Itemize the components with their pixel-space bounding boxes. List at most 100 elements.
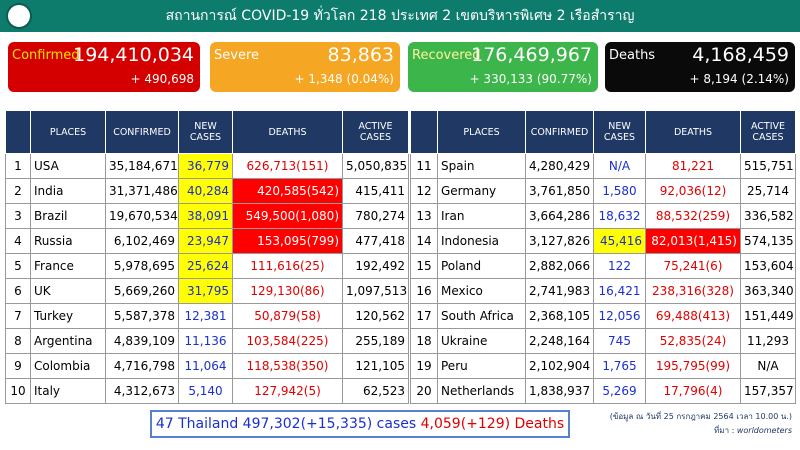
cell: 18 [410,328,438,354]
cell: 69,488(413) [645,303,741,329]
row: 6 UK 5,669,260 31,795 129,130(86) 1,097,513 [5,278,409,304]
cell: 2,102,904 [525,353,594,379]
row: 4 Russia 6,102,469 23,947 153,095(799) 477,41… [5,228,409,254]
cell: 6 [5,278,31,304]
cell: Mexico [437,278,526,304]
card-value: 194,410,034 [73,44,194,66]
row: 18 Ukraine 2,248,164 745 52,835(24) 11,293 [410,328,796,354]
cell: 75,241(6) [645,253,741,279]
title: สถานการณ์ COVID-19 ทั่วโลก 218 ประเทศ 2 … [165,8,635,24]
cell: Turkey [30,303,106,329]
header-row: PLACES CONFIRMED NEW CASES DEATHS ACTIVE CAS… [5,110,409,154]
cell: 1 [5,153,31,179]
cell: 153,095(799) [232,228,343,254]
cell: 3,127,826 [525,228,594,254]
cell: Netherlands [437,378,526,404]
card-delta: + 8,194 (2.14%) [689,72,789,86]
cell: 15 [410,253,438,279]
header-cell [5,110,31,154]
cell: 255,189 [342,328,409,354]
cell: 82,013(1,415) [645,228,741,254]
cell: 122 [593,253,646,279]
source-line: ที่มา : worldometers [610,424,792,438]
cell: 19 [410,353,438,379]
cell: 13 [410,203,438,229]
cell: 4,312,673 [105,378,179,404]
cell: 5,669,260 [105,278,179,304]
cell: 9 [5,353,31,379]
row: 12 Germany 3,761,850 1,580 92,036(12) 25,714 [410,178,796,204]
cell: 25,624 [178,253,233,279]
cell: 62,523 [342,378,409,404]
header-cell: ACTIVE CASES [740,110,796,154]
cell: 5,140 [178,378,233,404]
cell: 2,368,105 [525,303,594,329]
card-value: 4,168,459 [692,44,789,66]
header-cell: DEATHS [645,110,741,154]
cell: 515,751 [740,153,796,179]
table: PLACES CONFIRMED NEW CASES DEATHS ACTIVE CAS… [5,110,409,404]
cell: 129,130(86) [232,278,343,304]
cell: Indonesia [437,228,526,254]
row: 14 Indonesia 3,127,826 45,416 82,013(1,415) 5… [410,228,796,254]
cell: 420,585(542) [232,178,343,204]
cell: 127,942(5) [232,378,343,404]
cell: 3,761,850 [525,178,594,204]
cell: 2,741,983 [525,278,594,304]
card-label: Deaths [609,48,656,63]
cell: 2,882,066 [525,253,594,279]
cell: 50,879(58) [232,303,343,329]
stat-card: Severe 83,863 + 1,348 (0.04%) [210,42,400,92]
row: 7 Turkey 5,587,378 12,381 50,879(58) 120,562 [5,303,409,329]
cell: 10 [5,378,31,404]
cell: 363,340 [740,278,796,304]
cell: 111,616(25) [232,253,343,279]
cell: 6,102,469 [105,228,179,254]
cell: 12 [410,178,438,204]
cell: 12,381 [178,303,233,329]
cell: Spain [437,153,526,179]
cell: 52,835(24) [645,328,741,354]
cell: 477,418 [342,228,409,254]
cell: 103,584(225) [232,328,343,354]
cell: 4,839,109 [105,328,179,354]
header: สถานการณ์ COVID-19 ทั่วโลก 218 ประเทศ 2 … [0,0,800,32]
cell: 88,532(259) [645,203,741,229]
cell: 120,562 [342,303,409,329]
row: 3 Brazil 19,670,534 38,091 549,500(1,080) 780… [5,203,409,229]
cell: 11,136 [178,328,233,354]
cell: 16,421 [593,278,646,304]
row: 5 France 5,978,695 25,624 111,616(25) 192,492 [5,253,409,279]
cell: 35,184,671 [105,153,179,179]
cell: India [30,178,106,204]
cell: 4 [5,228,31,254]
cell: 3 [5,203,31,229]
cell: 31,795 [178,278,233,304]
source-label: ที่มา : [714,426,735,435]
cell: 17 [410,303,438,329]
cell: 14 [410,228,438,254]
cell: 25,714 [740,178,796,204]
cell: 45,416 [593,228,646,254]
cell: 1,097,513 [342,278,409,304]
cell: 11 [410,153,438,179]
cell: 36,779 [178,153,233,179]
cell: Argentina [30,328,106,354]
cell: Poland [437,253,526,279]
header-cell: PLACES [30,110,106,154]
cell: 1,838,937 [525,378,594,404]
cell: 195,795(99) [645,353,741,379]
card-delta: + 1,348 (0.04%) [294,72,394,86]
row: 10 Italy 4,312,673 5,140 127,942(5) 62,523 [5,378,409,404]
header-cell: CONFIRMED [105,110,179,154]
thailand-cases: 47 Thailand 497,302(+15,335) cases [155,416,417,432]
card-delta: + 490,698 [130,72,195,86]
cell: N/A [593,153,646,179]
card-value: 83,863 [327,44,394,66]
table: PLACES CONFIRMED NEW CASES DEATHS ACTIVE CAS… [410,110,796,404]
row: 9 Colombia 4,716,798 11,064 118,538(350) 121,… [5,353,409,379]
cell: 16 [410,278,438,304]
cell: Ukraine [437,328,526,354]
cell: Brazil [30,203,106,229]
